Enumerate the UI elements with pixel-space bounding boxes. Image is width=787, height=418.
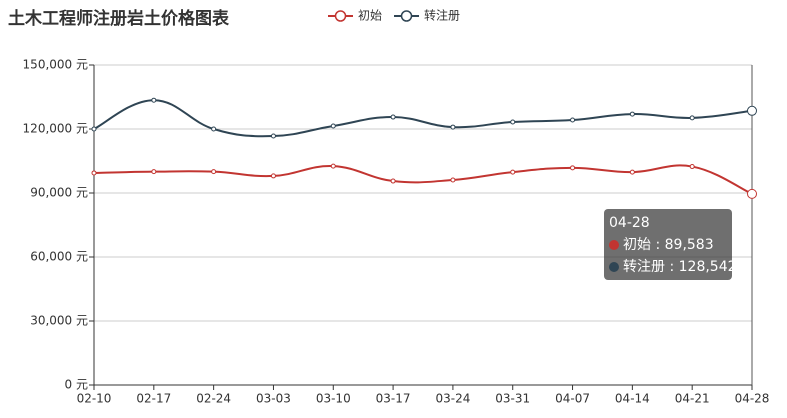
point [91,170,97,176]
point [151,169,157,175]
tooltip-item: 转注册 : 128,542 [623,259,737,275]
point [211,169,217,175]
tooltip-bg [604,209,732,280]
chart-title: 土木工程师注册岩土价格图表 [8,8,230,29]
point [450,177,456,183]
tooltip-name: 初始 [623,236,651,253]
tooltip-sep: : [651,237,665,253]
point [151,97,157,103]
point [570,165,576,171]
point [510,169,516,175]
tooltip-name: 转注册 [623,259,665,275]
point [450,124,456,130]
point [270,133,276,139]
tooltip-value: 89,583 [665,237,714,253]
legend-icon [334,10,347,22]
point [390,178,396,184]
point [330,123,336,129]
y-tick-label: 120,000 元 [23,122,88,136]
point [629,169,635,175]
x-tick-label: 02-10 [77,392,112,406]
x-tick-label: 04-28 [735,392,770,406]
legend-label: 转注册 [424,8,460,23]
legend-icon [400,10,413,22]
point [747,105,757,116]
point [629,111,635,117]
x-tick-label: 02-17 [136,392,171,406]
x-tick-label: 04-14 [615,392,650,406]
x-tick-label: 04-21 [675,392,710,406]
tooltip-title: 04-28 [609,215,650,231]
x-tick-label: 03-31 [495,392,530,406]
y-tick-label: 30,000 元 [30,314,88,328]
point [689,115,695,121]
tooltip-dot [609,240,619,250]
point [510,119,516,125]
point [689,164,695,170]
legend-label: 初始 [358,9,382,23]
point [211,126,217,132]
point [270,173,276,179]
x-tick-label: 02-24 [196,392,231,406]
tooltip-item: 初始 : 89,583 [623,236,714,253]
x-tick-label: 03-17 [376,392,411,406]
point [570,117,576,123]
point [330,163,336,169]
point [747,188,757,199]
x-tick-label: 04-07 [555,392,590,406]
point [91,126,97,132]
y-tick-label: 0 元 [65,378,88,392]
y-tick-label: 150,000 元 [23,58,88,72]
x-tick-label: 03-24 [435,392,470,406]
tooltip-value: 128,542 [679,259,737,275]
y-tick-label: 60,000 元 [30,250,88,264]
line [93,99,753,138]
x-tick-label: 03-03 [256,392,291,406]
y-tick-label: 90,000 元 [30,186,88,200]
tooltip-sep: : [665,259,679,275]
line [93,164,753,195]
x-tick-label: 03-10 [316,392,351,406]
point [390,114,396,120]
tooltip-dot [609,262,619,272]
